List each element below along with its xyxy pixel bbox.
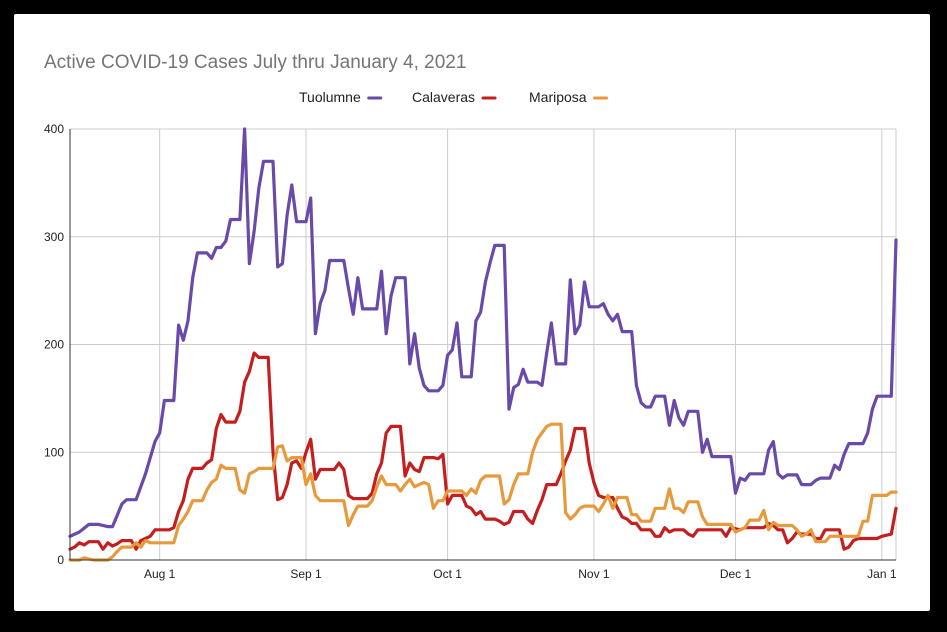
series-line-mariposa [68, 422, 898, 562]
chart: Active COVID-19 Cases July thru January … [44, 52, 898, 581]
legend-label: Mariposa [529, 89, 587, 105]
series-lines [68, 127, 898, 562]
y-tick-label: 400 [44, 122, 64, 136]
legend-label: Tuolumne [299, 89, 361, 105]
x-tick-label: Nov 1 [578, 567, 610, 581]
y-tick-label: 300 [44, 230, 64, 244]
y-tick-label: 200 [44, 338, 64, 352]
series-line-calaveras [68, 351, 898, 551]
chart-title: Active COVID-19 Cases July thru January … [44, 52, 466, 73]
y-tick-label: 100 [44, 445, 64, 459]
legend-item-tuolumne: Tuolumne [299, 89, 383, 105]
axes: 0 100 200 300 400 Aug 1 Sep 1 Oct 1 Nov 1 Dec 1 Ja… [44, 122, 897, 581]
series-line-tuolumne [68, 127, 898, 538]
chart-card: Active COVID-19 Cases July thru January … [14, 14, 930, 611]
legend-label: Calaveras [412, 89, 475, 105]
gridlines [70, 128, 897, 560]
y-tick-label: 0 [57, 553, 64, 567]
x-tick-label: Jan 1 [867, 567, 897, 581]
x-tick-label: Aug 1 [144, 567, 176, 581]
x-tick-label: Oct 1 [433, 567, 462, 581]
x-tick-label: Dec 1 [720, 567, 752, 581]
x-tick-label: Sep 1 [290, 567, 322, 581]
legend-item-mariposa: Mariposa [529, 89, 609, 105]
legend: Tuolumne Calaveras Mariposa [299, 89, 609, 105]
legend-item-calaveras: Calaveras [412, 89, 497, 105]
